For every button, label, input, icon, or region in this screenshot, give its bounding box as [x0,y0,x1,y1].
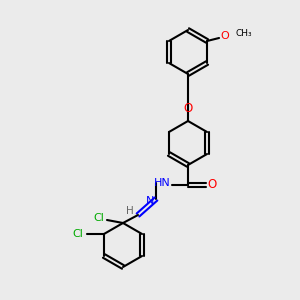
Text: N: N [146,196,154,206]
Text: Cl: Cl [94,213,104,223]
Text: O: O [183,101,193,115]
Text: H: H [126,206,134,216]
Text: O: O [207,178,217,191]
Text: O: O [221,31,230,41]
Text: Cl: Cl [73,229,83,239]
Text: HN: HN [154,178,170,188]
Text: CH₃: CH₃ [235,29,252,38]
